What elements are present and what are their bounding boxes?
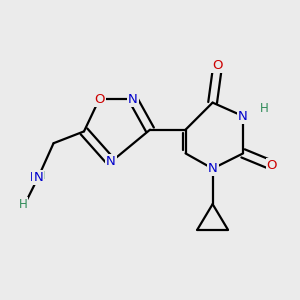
Text: N: N [238, 110, 248, 123]
Text: N: N [208, 162, 218, 175]
Text: H: H [19, 198, 28, 211]
Text: N: N [106, 155, 116, 168]
Text: O: O [212, 59, 223, 72]
Text: NH: NH [30, 171, 47, 184]
Text: N: N [33, 171, 43, 184]
Text: O: O [94, 93, 104, 106]
Text: N: N [128, 93, 138, 106]
Text: H: H [260, 102, 269, 115]
Text: H: H [37, 171, 45, 181]
Text: O: O [267, 159, 277, 172]
